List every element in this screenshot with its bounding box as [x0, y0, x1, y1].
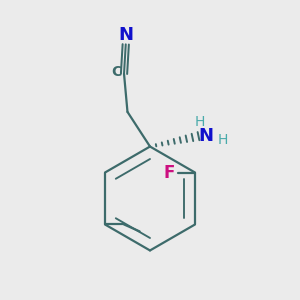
- Text: N: N: [118, 26, 133, 44]
- Text: F: F: [163, 164, 175, 181]
- Text: C: C: [111, 65, 122, 79]
- Text: H: H: [218, 133, 228, 147]
- Text: N: N: [198, 127, 213, 145]
- Text: H: H: [195, 115, 206, 129]
